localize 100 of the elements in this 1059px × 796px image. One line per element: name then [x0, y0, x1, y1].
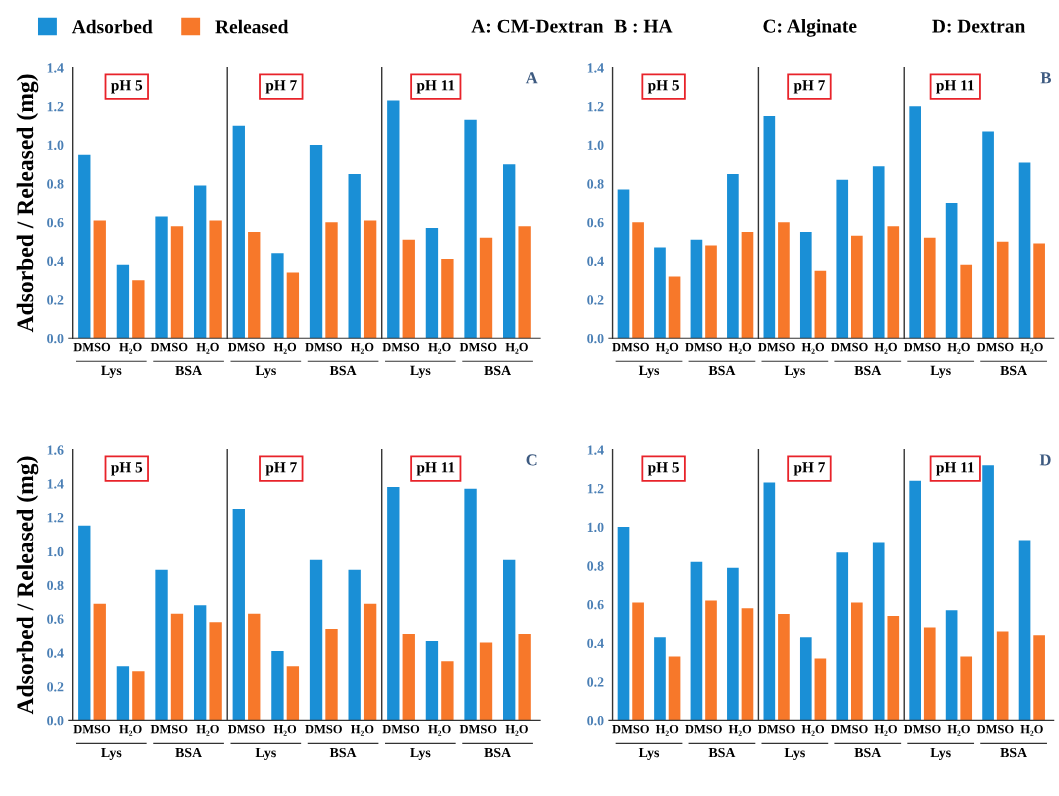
bar	[286, 272, 300, 339]
bar	[363, 220, 377, 339]
y-tick-label: 0.2	[587, 677, 604, 687]
bar	[960, 264, 973, 339]
bar	[851, 235, 863, 339]
x-tick-label: H₂O	[728, 724, 752, 736]
bar	[1033, 635, 1045, 721]
x-tick-label: H₂O	[428, 342, 451, 354]
bar	[132, 280, 145, 339]
y-tick-label: 0.4	[47, 648, 64, 658]
x-tick-label: DMSO	[459, 724, 497, 734]
text: Lys	[101, 747, 122, 761]
bar	[654, 637, 666, 721]
x-tick-label: DMSO	[831, 724, 868, 734]
bar	[93, 603, 106, 721]
annotation: A	[525, 72, 538, 84]
bar	[387, 486, 400, 721]
bar	[836, 552, 849, 721]
y-tick-label: 1.2	[47, 101, 64, 112]
text: BSA	[329, 747, 357, 758]
x-tick-label: H₂O	[428, 724, 451, 736]
y-tick-label: 0.2	[47, 295, 64, 305]
x-tick-label: H₂O	[728, 342, 752, 354]
y-tick-label: 1.2	[47, 513, 64, 523]
bar	[248, 231, 261, 339]
x-tick-label: DMSO	[831, 342, 868, 352]
bar	[93, 220, 106, 339]
x-tick-label: H₂O	[801, 342, 825, 354]
x-tick-label: DMSO	[382, 724, 420, 734]
text: Lys	[255, 747, 276, 761]
annotation: pH 5	[111, 462, 143, 476]
text: D: Dextran	[932, 19, 1026, 33]
x-tick-label: H₂O	[1020, 724, 1043, 736]
bar	[518, 226, 531, 339]
y-tick-label: 0.0	[47, 715, 64, 726]
text: Lys	[410, 365, 431, 378]
x-tick-label: H₂O	[196, 342, 219, 354]
annotation: pH 11	[936, 80, 974, 94]
bar	[763, 482, 776, 721]
text: Lys	[784, 365, 805, 378]
annotation: pH 11	[416, 462, 455, 476]
y-axis-title: Adsorbed / Released (mg)	[16, 456, 39, 715]
bar	[170, 226, 184, 339]
bar	[814, 658, 827, 721]
bar	[1033, 243, 1045, 339]
y-tick-label: 0.8	[587, 179, 604, 189]
x-tick-label: DMSO	[758, 724, 795, 734]
text: Lys	[255, 365, 276, 378]
bar	[232, 508, 245, 721]
bar	[763, 115, 776, 339]
x-tick-label: DMSO	[685, 724, 722, 734]
bar	[887, 615, 900, 721]
bar	[1018, 162, 1031, 339]
y-tick-label: 1.0	[47, 546, 64, 557]
text: BSA	[708, 747, 736, 758]
legend-label: Adsorbed	[71, 19, 153, 34]
text: BSA	[175, 365, 202, 376]
x-tick-label: DMSO	[150, 724, 188, 734]
bar	[778, 614, 790, 721]
annotation: pH 11	[936, 462, 974, 476]
annotation: pH 5	[111, 80, 143, 94]
bar	[325, 629, 338, 721]
bar	[727, 567, 739, 721]
bar	[479, 237, 493, 339]
text: Lys	[101, 365, 122, 378]
bar	[909, 106, 921, 339]
bar	[727, 173, 739, 339]
x-tick-label: DMSO	[382, 342, 420, 352]
y-tick-label: 0.6	[47, 217, 64, 228]
bar	[741, 608, 754, 721]
x-tick-label: DMSO	[227, 342, 265, 352]
annotation: pH 11	[416, 80, 455, 94]
y-tick-label: 1.4	[587, 445, 604, 455]
x-tick-label: H₂O	[505, 724, 528, 736]
bar	[982, 131, 994, 339]
bar	[248, 613, 261, 721]
bar	[741, 231, 754, 339]
y-tick-label: 0.8	[47, 179, 64, 189]
x-tick-label: DMSO	[976, 724, 1014, 734]
x-tick-label: H₂O	[947, 724, 970, 736]
bar	[464, 488, 477, 721]
text: A: CM-Dextran	[471, 19, 604, 33]
x-tick-label: H₂O	[351, 724, 374, 736]
x-tick-label: DMSO	[976, 342, 1014, 352]
bar	[209, 220, 222, 339]
bar	[632, 602, 644, 721]
bar	[960, 656, 973, 721]
x-tick-label: H₂O	[874, 342, 897, 354]
bar	[945, 610, 958, 721]
bar	[78, 525, 91, 721]
bar	[271, 253, 284, 339]
y-tick-label: 0.4	[47, 256, 64, 266]
bar	[348, 569, 361, 721]
y-tick-label: 0.6	[587, 599, 604, 610]
x-tick-label: H₂O	[874, 724, 897, 736]
text: BSA	[484, 747, 512, 758]
text: Lys	[638, 747, 660, 761]
bar	[348, 173, 361, 339]
bar	[193, 185, 207, 339]
text: BSA	[854, 365, 882, 376]
